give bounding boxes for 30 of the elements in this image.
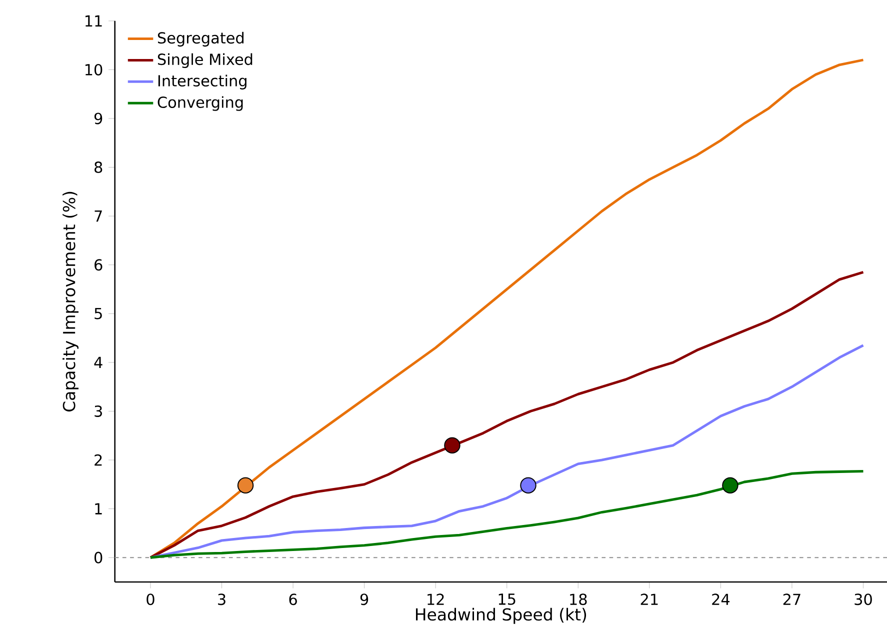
y-tick-label: 11 bbox=[86, 15, 102, 26]
y-tick-label: 2 bbox=[94, 454, 102, 466]
y-axis-title: Capacity Improvement (%) bbox=[62, 192, 78, 412]
y-tick-label: 7 bbox=[94, 210, 102, 222]
y-tick-label: 8 bbox=[94, 161, 102, 173]
x-tick-label: 6 bbox=[289, 594, 297, 606]
legend-label: Intersecting bbox=[158, 74, 246, 90]
x-tick-label: 18 bbox=[570, 594, 587, 606]
y-tick-label: 6 bbox=[94, 258, 102, 271]
legend-label: Single Mixed bbox=[158, 53, 252, 68]
x-tick-label: 0 bbox=[146, 594, 154, 606]
x-tick-label: 21 bbox=[640, 594, 658, 605]
x-tick-label: 30 bbox=[854, 594, 872, 606]
x-axis-title: Headwind Speed (kt) bbox=[416, 608, 586, 624]
x-tick-label: 15 bbox=[498, 594, 516, 605]
y-tick-label: 0 bbox=[94, 552, 102, 564]
x-tick-label: 3 bbox=[218, 594, 226, 606]
x-tick-label: 9 bbox=[360, 594, 368, 606]
x-tick-label: 27 bbox=[783, 594, 800, 605]
x-tick-label: 12 bbox=[428, 594, 444, 605]
y-tick-label: 1 bbox=[95, 503, 102, 514]
y-tick-label: 4 bbox=[94, 356, 102, 368]
y-tick-label: 9 bbox=[94, 112, 102, 124]
y-tick-label: 3 bbox=[94, 405, 102, 417]
x-tick-label: 24 bbox=[712, 594, 730, 605]
line-series bbox=[149, 344, 865, 559]
legend-label: Converging bbox=[158, 96, 243, 111]
y-tick-label: 10 bbox=[86, 64, 102, 76]
legend-label: Segregated bbox=[158, 32, 244, 46]
y-tick-label: 5 bbox=[94, 308, 102, 320]
